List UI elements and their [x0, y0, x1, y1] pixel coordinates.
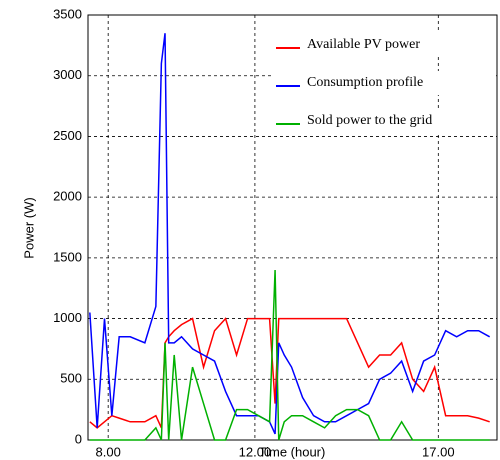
legend-label: Available PV power — [307, 37, 420, 52]
y-tick-label: 2000 — [53, 189, 82, 204]
legend-box — [272, 33, 494, 57]
y-tick-label: 0 — [75, 431, 82, 446]
x-tick-label: 8.00 — [96, 444, 121, 459]
series-line — [89, 33, 491, 435]
y-tick-label: 1500 — [53, 249, 82, 264]
x-tick-label: 17.00 — [422, 444, 455, 459]
y-tick-label: 2500 — [53, 128, 82, 143]
x-axis-label: Time (hour) — [259, 444, 326, 459]
y-axis-label: Power (W) — [21, 197, 36, 258]
y-tick-label: 1000 — [53, 310, 82, 325]
series-line — [89, 269, 490, 441]
legend-label: Consumption profile — [307, 75, 423, 90]
legend-box — [272, 71, 494, 95]
legend-label: Sold power to the grid — [307, 113, 432, 128]
y-tick-label: 500 — [60, 371, 82, 386]
series-line — [89, 317, 490, 429]
legend-box — [272, 109, 494, 133]
x-tick-label: 12.00 — [239, 444, 272, 459]
y-tick-label: 3000 — [53, 67, 82, 82]
y-tick-label: 3500 — [53, 6, 82, 21]
